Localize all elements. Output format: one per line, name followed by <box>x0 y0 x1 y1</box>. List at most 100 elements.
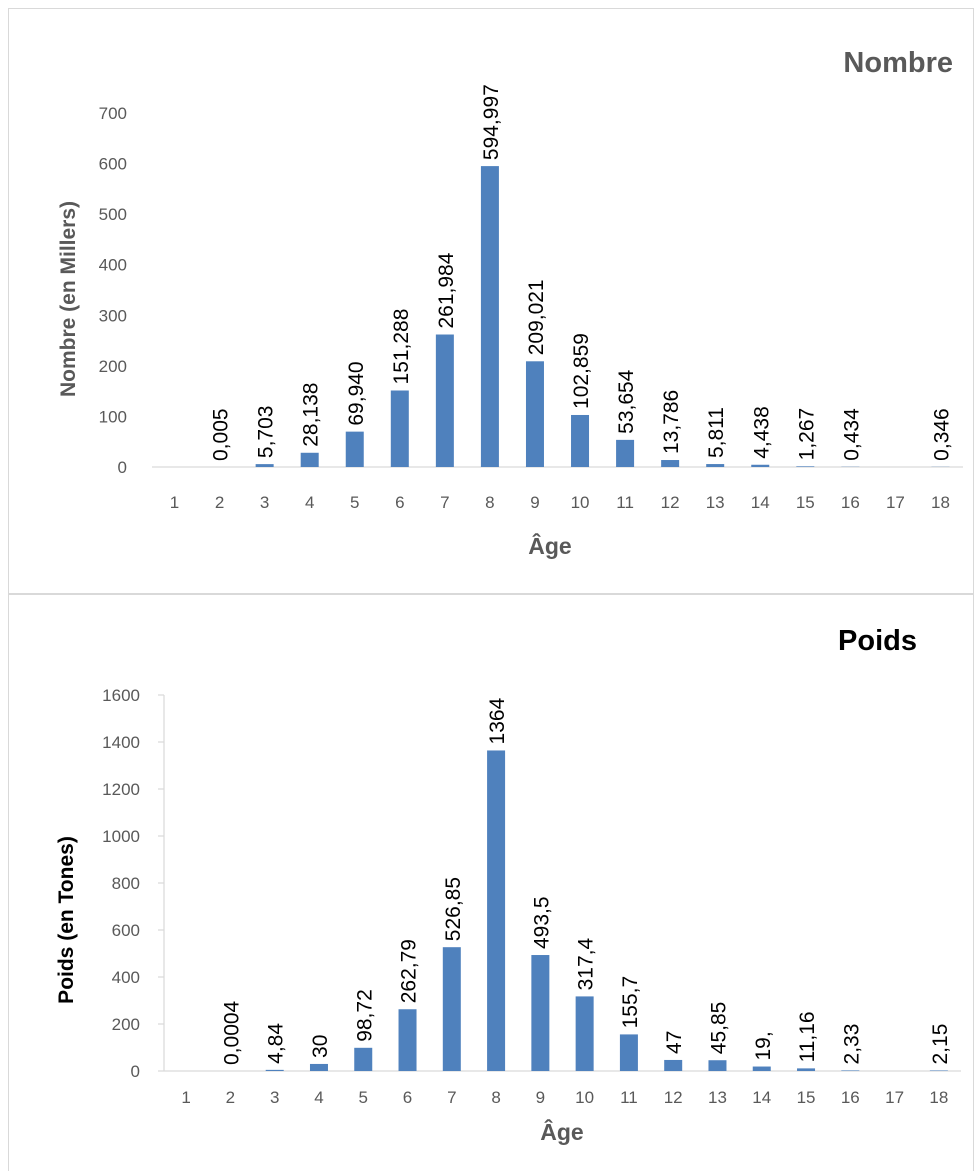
x-tick-label: 7 <box>440 493 449 512</box>
x-tick-label: 9 <box>530 493 539 512</box>
data-label: 1364 <box>486 697 509 744</box>
y-tick-label: 300 <box>99 306 127 325</box>
data-label: 0,005 <box>210 408 233 461</box>
data-label: 0,346 <box>930 408 953 461</box>
chart-nombre: Nombre Nombre (en Millers) Âge 010020030… <box>9 9 975 595</box>
bar-age-8 <box>481 166 499 467</box>
y-tick-label: 1000 <box>102 827 140 846</box>
chart-title: Poids <box>838 625 917 657</box>
data-label: 155,7 <box>619 976 642 1029</box>
data-label: 0,434 <box>840 408 863 461</box>
data-label: 28,138 <box>300 383 323 447</box>
data-label: 102,859 <box>570 333 593 409</box>
bar-age-11 <box>616 440 634 467</box>
data-label: 2,33 <box>840 1024 863 1065</box>
x-axis-label: Âge <box>540 1118 583 1145</box>
bar-age-10 <box>571 415 589 467</box>
x-tick-label: 5 <box>350 493 359 512</box>
bar-age-12 <box>664 1060 682 1071</box>
x-tick-label: 13 <box>706 493 725 512</box>
bar-age-12 <box>661 460 679 467</box>
bar-age-14 <box>751 465 769 467</box>
x-tick-label: 15 <box>797 1088 816 1107</box>
data-label: 11,16 <box>796 1011 819 1062</box>
x-tick-label: 16 <box>841 493 860 512</box>
data-label: 261,984 <box>435 252 458 328</box>
bar-age-6 <box>391 390 409 467</box>
data-label: 53,654 <box>615 369 638 434</box>
x-tick-label: 9 <box>536 1088 545 1107</box>
x-tick-label: 8 <box>491 1088 500 1107</box>
y-tick-label: 200 <box>112 1015 140 1034</box>
data-label: 1,267 <box>795 408 818 461</box>
x-tick-label: 15 <box>796 493 815 512</box>
bar-age-7 <box>443 947 461 1071</box>
bars <box>221 750 947 1071</box>
data-label: 47 <box>663 1031 686 1054</box>
data-label: 5,703 <box>255 406 278 459</box>
bar-age-4 <box>301 453 319 467</box>
bar-age-16 <box>841 1070 859 1071</box>
x-tick-label: 1 <box>170 493 179 512</box>
x-tick-label: 18 <box>931 493 950 512</box>
bar-age-11 <box>620 1034 638 1071</box>
data-label: 4,84 <box>265 1023 288 1064</box>
data-label: 317,4 <box>575 938 598 991</box>
y-tick-label: 700 <box>99 104 127 123</box>
data-label: 151,288 <box>390 309 413 385</box>
y-tick-label: 600 <box>99 155 127 174</box>
bar-age-7 <box>436 335 454 467</box>
y-tick-label: 200 <box>99 357 127 376</box>
x-tick-label: 5 <box>359 1088 368 1107</box>
x-tick-label: 18 <box>929 1088 948 1107</box>
x-tick-label: 17 <box>885 1088 904 1107</box>
x-tick-label: 2 <box>226 1088 235 1107</box>
y-tick-label: 1600 <box>102 686 140 705</box>
x-tick-label: 1 <box>181 1088 190 1107</box>
bar-age-9 <box>531 955 549 1071</box>
y-tick-label: 100 <box>99 407 127 426</box>
data-label: 0,0004 <box>220 1000 243 1065</box>
data-label: 98,72 <box>353 989 376 1042</box>
y-axis-label: Nombre (en Millers) <box>57 201 80 397</box>
bar-age-9 <box>526 361 544 467</box>
bar-age-6 <box>399 1009 417 1071</box>
y-tick-label: 0 <box>118 458 127 477</box>
data-label: 493,5 <box>530 896 553 949</box>
bar-age-13 <box>708 1060 726 1071</box>
bar-age-14 <box>753 1067 771 1071</box>
bar-age-13 <box>706 464 724 467</box>
bar-age-10 <box>576 996 594 1071</box>
data-label: 526,85 <box>442 877 465 941</box>
y-tick-label: 500 <box>99 205 127 224</box>
x-tick-label: 3 <box>270 1088 279 1107</box>
data-label: 30 <box>309 1035 332 1058</box>
x-tick-label: 4 <box>305 493 314 512</box>
x-tick-label: 13 <box>708 1088 727 1107</box>
x-tick-label: 2 <box>215 493 224 512</box>
x-tick-label: 3 <box>260 493 269 512</box>
bar-age-15 <box>797 1068 815 1071</box>
data-label: 594,997 <box>480 84 503 160</box>
x-tick-label: 10 <box>571 493 590 512</box>
data-label: 5,811 <box>705 407 728 458</box>
x-tick-label: 10 <box>575 1088 594 1107</box>
chart-title: Nombre <box>843 47 953 79</box>
y-tick-label: 800 <box>112 874 140 893</box>
data-label: 262,79 <box>398 939 421 1003</box>
x-tick-label: 6 <box>395 493 404 512</box>
y-axis-label: Poids (en Tones) <box>55 836 78 1004</box>
bar-age-3 <box>256 464 274 467</box>
y-tick-label: 400 <box>99 256 127 275</box>
y-tick-label: 600 <box>112 921 140 940</box>
x-tick-label: 8 <box>485 493 494 512</box>
x-tick-label: 12 <box>661 493 680 512</box>
x-tick-label: 12 <box>664 1088 683 1107</box>
y-axis-ticks: 0 100 200 300 400 500 600 700 <box>99 104 127 477</box>
